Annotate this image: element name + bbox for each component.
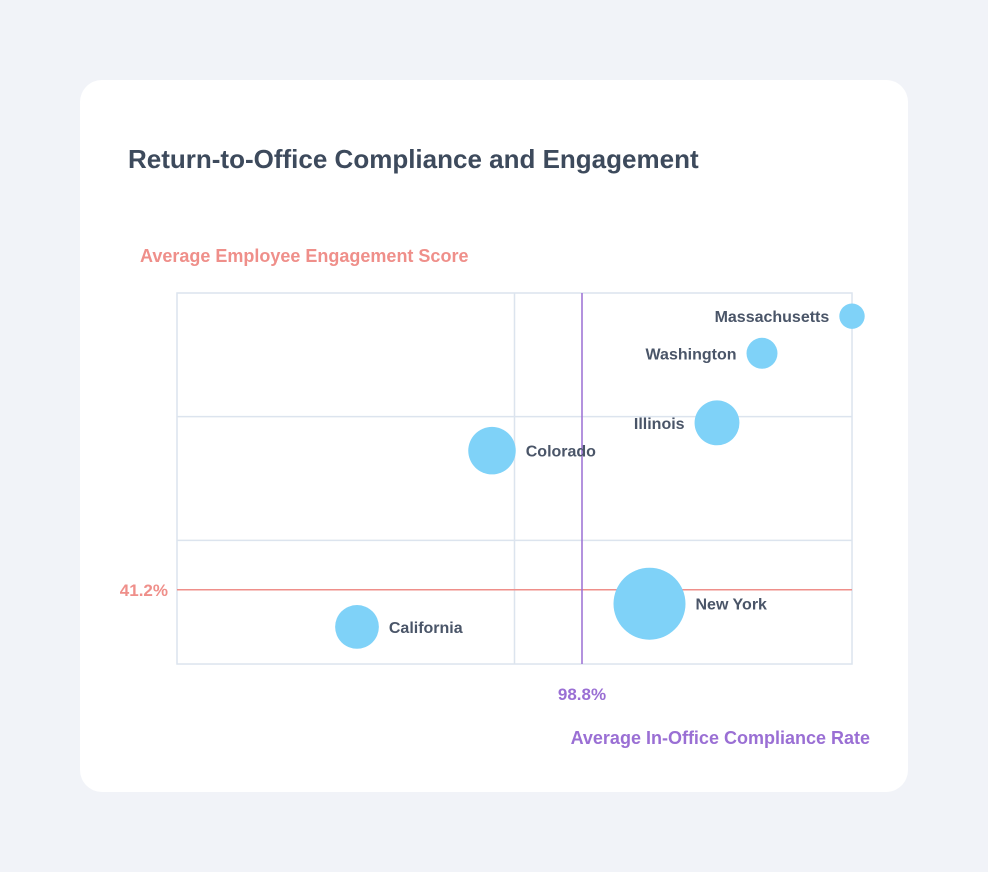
data-point [694, 400, 740, 446]
data-points [335, 303, 865, 649]
data-point [746, 337, 778, 369]
reference-lines [177, 293, 852, 664]
chart-title: Return-to-Office Compliance and Engageme… [128, 144, 699, 174]
chart-grid [176, 292, 853, 665]
data-point [335, 605, 379, 649]
data-point [839, 303, 865, 329]
x-axis-label: Average In-Office Compliance Rate [571, 728, 870, 748]
y-axis-label: Average Employee Engagement Score [140, 246, 468, 266]
point-label: New York [696, 597, 768, 614]
y-reference-label: 41.2% [120, 581, 168, 600]
data-point [613, 567, 686, 640]
x-reference-label: 98.8% [558, 685, 606, 704]
point-labels: Massachusetts Washington Illinois Colorado N… [389, 309, 830, 637]
data-point [468, 426, 516, 475]
point-label: Colorado [526, 444, 596, 461]
point-label: Illinois [634, 416, 685, 433]
point-label: California [389, 620, 463, 637]
point-label: Massachusetts [715, 309, 830, 326]
point-label: Washington [646, 346, 737, 363]
